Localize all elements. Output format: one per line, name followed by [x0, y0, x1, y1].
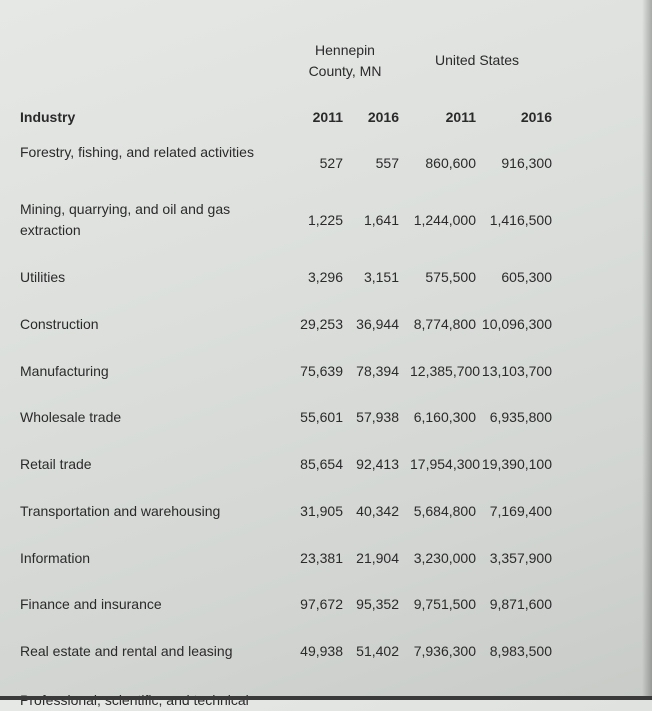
- value-cell: 575,500: [425, 269, 476, 285]
- industry-label: Wholesale trade: [20, 409, 122, 425]
- value-cell: 57,938: [356, 409, 399, 425]
- value-cell: 9,871,600: [489, 596, 552, 612]
- value-cell: 97,672: [300, 596, 343, 612]
- value-cell: 8,774,800: [413, 316, 476, 332]
- header-hennepin: Hennepin County, MN: [290, 40, 400, 82]
- value-cell: 6,160,300: [413, 409, 476, 425]
- value-cell: 3,357,900: [489, 550, 552, 566]
- value-cell: 557: [375, 155, 399, 171]
- value-cell: 1,641: [363, 212, 399, 228]
- industry-label: Forestry, fishing, and related activitie…: [20, 144, 254, 160]
- value-cell: 860,600: [425, 155, 476, 171]
- value-cell: 31,905: [300, 503, 343, 519]
- value-cell: 49,938: [300, 643, 343, 659]
- value-cell: 85,654: [300, 456, 343, 472]
- industry-label: Construction: [20, 316, 99, 332]
- industry-label: Retail trade: [20, 456, 92, 472]
- value-cell: 13,103,700: [481, 363, 552, 379]
- value-cell: 78,394: [356, 363, 399, 379]
- value-cell: 3,296: [307, 269, 343, 285]
- value-cell: 23,381: [300, 550, 343, 566]
- header-year: 2016: [520, 109, 552, 125]
- value-cell: 5,684,800: [413, 503, 476, 519]
- value-cell: 9,751,500: [413, 596, 476, 612]
- header-hennepin-line2: County, MN: [308, 63, 382, 79]
- photo-bottom-edge: [0, 696, 652, 700]
- value-cell: 12,385,700: [410, 363, 481, 379]
- value-cell: 29,253: [300, 316, 343, 332]
- value-cell: 7,936,300: [413, 643, 476, 659]
- header-year: 2011: [445, 109, 476, 125]
- value-cell: 916,300: [501, 155, 552, 171]
- header-industry: Industry: [20, 109, 76, 125]
- value-cell: 1,225: [307, 212, 343, 228]
- industry-label: Manufacturing: [20, 363, 109, 379]
- photo-edge-shadow: [642, 0, 652, 700]
- value-cell: 19,390,100: [481, 456, 552, 472]
- value-cell: 55,601: [300, 409, 343, 425]
- value-cell: 6,935,800: [489, 409, 552, 425]
- value-cell: 10,096,300: [481, 316, 552, 332]
- industry-label: Mining, quarrying, and oil and gas extra…: [20, 201, 231, 238]
- value-cell: 527: [319, 155, 343, 171]
- value-cell: 95,352: [356, 596, 399, 612]
- value-cell: 1,244,000: [413, 212, 476, 228]
- value-cell: 21,904: [356, 550, 399, 566]
- value-cell: 3,151: [363, 269, 399, 285]
- value-cell: 75,639: [300, 363, 343, 379]
- header-united-states: United States: [434, 52, 520, 68]
- value-cell: 36,944: [356, 316, 399, 332]
- industry-label: Transportation and warehousing: [20, 503, 221, 519]
- value-cell: 8,983,500: [489, 643, 552, 659]
- value-cell: 51,402: [356, 643, 399, 659]
- industry-label: Real estate and rental and leasing: [20, 643, 233, 659]
- industry-label: Utilities: [20, 269, 66, 285]
- value-cell: 3,230,000: [413, 550, 476, 566]
- header-year: 2016: [367, 109, 399, 125]
- value-cell: 605,300: [501, 269, 552, 285]
- industry-label: Finance and insurance: [20, 596, 162, 612]
- value-cell: 17,954,300: [410, 456, 481, 472]
- value-cell: 92,413: [356, 456, 399, 472]
- header-year: 2011: [312, 109, 343, 125]
- header-hennepin-line1: Hennepin: [315, 42, 375, 58]
- value-cell: 40,342: [356, 503, 399, 519]
- industry-label: Information: [20, 550, 91, 566]
- value-cell: 7,169,400: [489, 503, 552, 519]
- value-cell: 1,416,500: [489, 212, 552, 228]
- industry-label: Professional, scientific, and technical: [20, 692, 249, 708]
